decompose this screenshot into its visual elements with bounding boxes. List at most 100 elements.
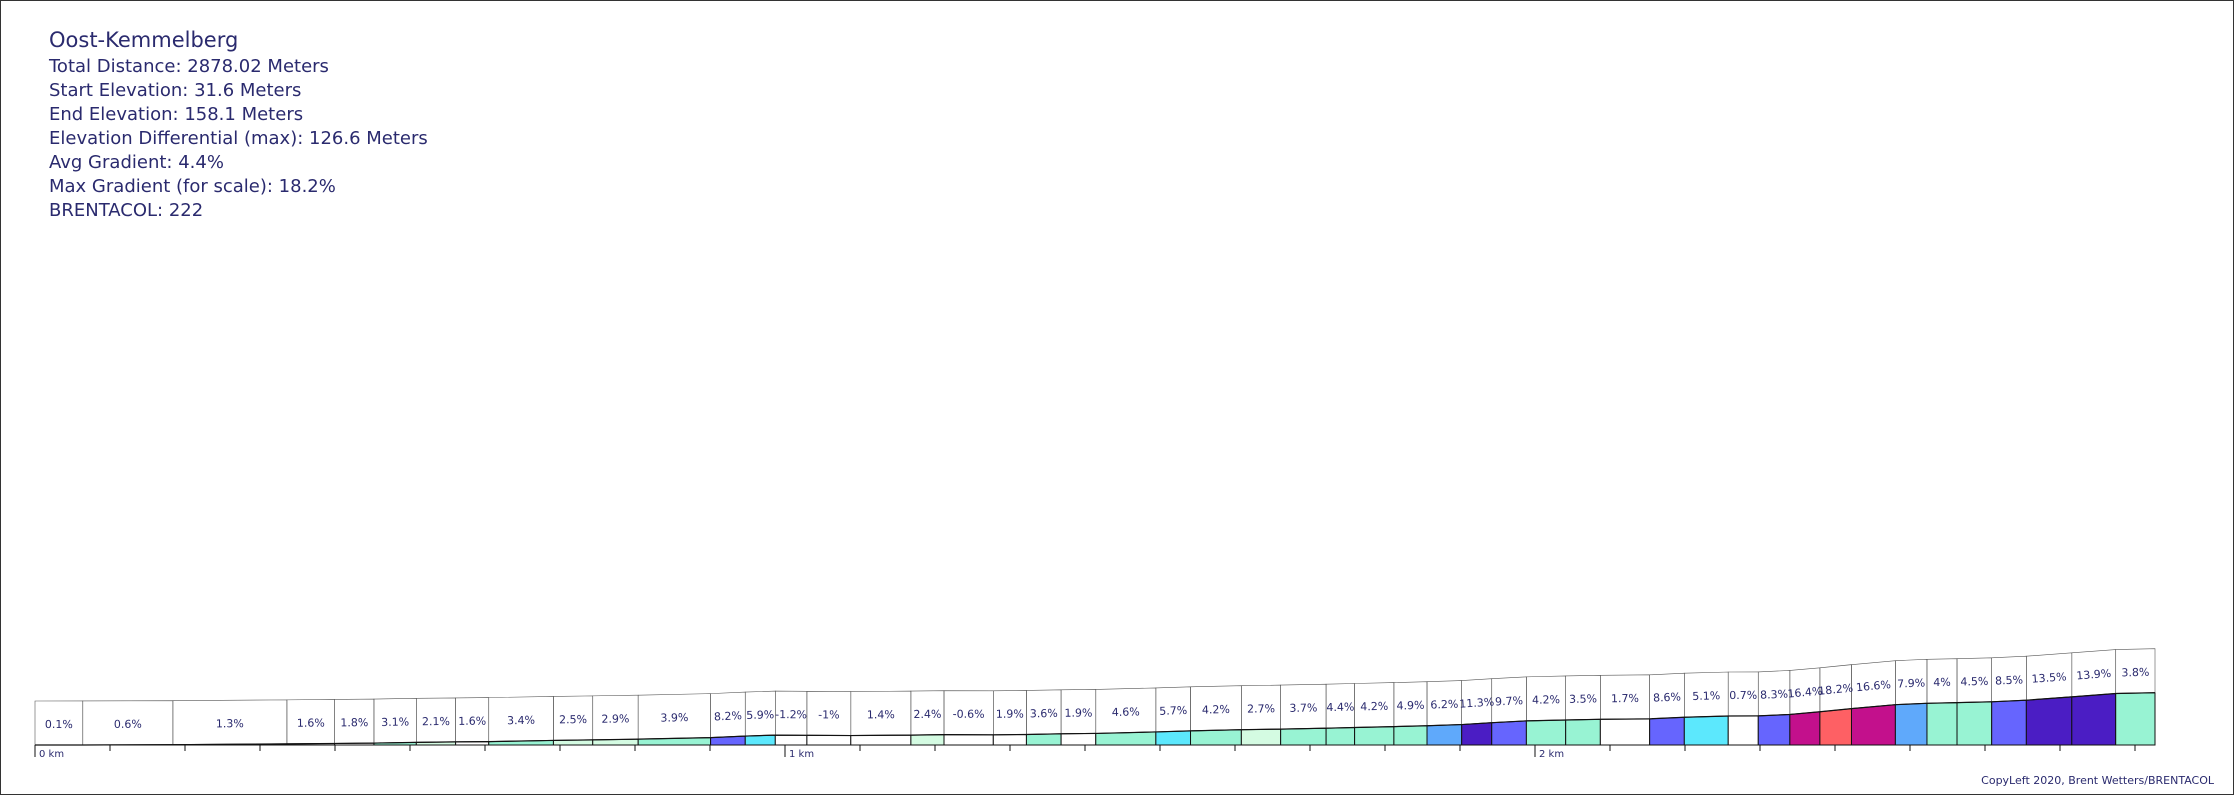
segment-36 <box>1599 718 1651 746</box>
segment-fills <box>34 692 2156 746</box>
segment-24 <box>1155 730 1192 746</box>
start-elevation: Start Elevation: 31.6 Meters <box>49 80 302 101</box>
grade-label: -1% <box>818 708 839 721</box>
segment-39 <box>1727 715 1759 746</box>
segment-37 <box>1649 716 1685 746</box>
avg-gradient: Avg Gradient: 4.4% <box>49 152 224 173</box>
segment-22 <box>1060 732 1097 746</box>
grade-label: 1.9% <box>996 708 1024 721</box>
grade-label: 9.7% <box>1495 694 1524 708</box>
segment-21 <box>1025 733 1062 746</box>
grade-label: 4.4% <box>1326 701 1354 715</box>
grade-label: 8.3% <box>1760 688 1789 702</box>
grade-label: 4.2% <box>1202 703 1230 717</box>
grade-label: 1.6% <box>297 717 325 730</box>
grade-label: 13.9% <box>2076 667 2112 683</box>
grade-label: 18.2% <box>1818 682 1854 698</box>
segment-47 <box>1991 699 2027 746</box>
grade-label: 3.4% <box>507 714 535 728</box>
grade-label: 4.6% <box>1112 705 1140 719</box>
segment-46 <box>1956 701 1993 746</box>
segment-33 <box>1491 720 1527 746</box>
segment-49 <box>2071 692 2117 746</box>
segment-14 <box>744 734 776 746</box>
x-tick-label: 1 km <box>789 749 814 760</box>
grade-label: 3.5% <box>1569 692 1597 706</box>
total-distance: Total Distance: 2878.02 Meters <box>49 56 329 77</box>
grade-label: 3.1% <box>381 715 409 728</box>
grade-label: 2.7% <box>1247 702 1275 715</box>
grade-labels: 0.1% 0.6% 1.3% 1.6% 1.8% 3.1% 2.1% 1.6% 3.4% 2.5%… <box>45 666 2150 731</box>
segment-43 <box>1850 704 1896 746</box>
grade-label: 1.6% <box>458 715 486 728</box>
segment-29 <box>1354 726 1395 746</box>
profile-line <box>34 692 2156 746</box>
grade-label: 4.2% <box>1532 693 1560 707</box>
segment-16 <box>806 734 852 746</box>
segment-19 <box>943 734 994 746</box>
grade-label: 2.9% <box>601 712 629 725</box>
end-elevation: End Elevation: 158.1 Meters <box>49 104 304 125</box>
grade-label: 8.2% <box>714 709 743 723</box>
segment-25 <box>1190 729 1242 746</box>
grade-label: 3.9% <box>660 711 688 725</box>
segment-45 <box>1926 702 1958 746</box>
grade-label: 3.6% <box>1030 707 1058 721</box>
elevation-differential: Elevation Differential (max): 126.6 Mete… <box>49 128 428 149</box>
segment-15 <box>774 734 808 746</box>
grade-label: 5.7% <box>1159 704 1187 718</box>
grade-label: 1.3% <box>216 717 244 730</box>
grade-label: 7.9% <box>1897 676 1925 690</box>
grade-label: 3.7% <box>1289 701 1317 715</box>
grade-label: 4.9% <box>1396 699 1424 713</box>
grade-label: 1.7% <box>1611 692 1639 705</box>
segment-18 <box>910 734 945 746</box>
grade-label: 0.7% <box>1729 689 1757 702</box>
grade-label: 4.2% <box>1360 700 1388 714</box>
segment-26 <box>1240 728 1282 746</box>
segment-23 <box>1095 731 1157 746</box>
segment-34 <box>1525 719 1567 746</box>
grade-label: -1.2% <box>775 708 807 721</box>
grade-label: 1.4% <box>867 708 895 721</box>
profile-title: Oost-Kemmelberg <box>49 28 239 52</box>
x-tick-label: 0 km <box>39 749 64 760</box>
segment-20 <box>992 733 1027 746</box>
segment-32 <box>1461 722 1493 746</box>
x-tick-label: 2 km <box>1539 749 1564 760</box>
brentacol-score: BRENTACOL: 222 <box>49 200 204 221</box>
copyright-footer: CopyLeft 2020, Brent Wetters/BRENTACOL <box>1981 774 2214 787</box>
segment-27 <box>1280 727 1327 746</box>
grade-label: -0.6% <box>953 708 985 721</box>
segment-28 <box>1325 726 1356 746</box>
grade-label: 11.3% <box>1459 696 1495 711</box>
segment-44 <box>1894 702 1928 746</box>
segment-42 <box>1819 708 1852 746</box>
segment-48 <box>2025 696 2073 746</box>
grade-label: 4.5% <box>1960 675 1988 689</box>
grade-label: 13.5% <box>2031 670 2067 686</box>
grade-label: 8.5% <box>1995 673 2024 687</box>
grade-label: 5.9% <box>746 708 774 722</box>
grade-label: 8.6% <box>1653 690 1682 704</box>
grade-label: 2.1% <box>422 715 450 728</box>
grade-label: 2.5% <box>559 713 587 726</box>
segment-41 <box>1789 711 1821 746</box>
grade-label: 16.6% <box>1855 678 1891 694</box>
segment-50 <box>2115 692 2156 746</box>
grade-label: 16.4% <box>1787 685 1823 701</box>
grade-label: 2.4% <box>913 708 941 721</box>
grade-label: 4% <box>1933 676 1951 689</box>
segment-17 <box>850 734 912 746</box>
grade-label: 0.1% <box>45 718 73 731</box>
segment-31 <box>1426 724 1463 746</box>
segment-38 <box>1683 715 1729 746</box>
segment-30 <box>1393 725 1428 746</box>
grade-label: 0.6% <box>114 718 142 731</box>
grade-label: 1.9% <box>1064 706 1092 719</box>
grade-label: 1.8% <box>340 716 368 729</box>
grade-label: 5.1% <box>1692 689 1720 703</box>
grade-label: 3.8% <box>2121 666 2149 680</box>
grade-label: 6.2% <box>1430 698 1458 712</box>
